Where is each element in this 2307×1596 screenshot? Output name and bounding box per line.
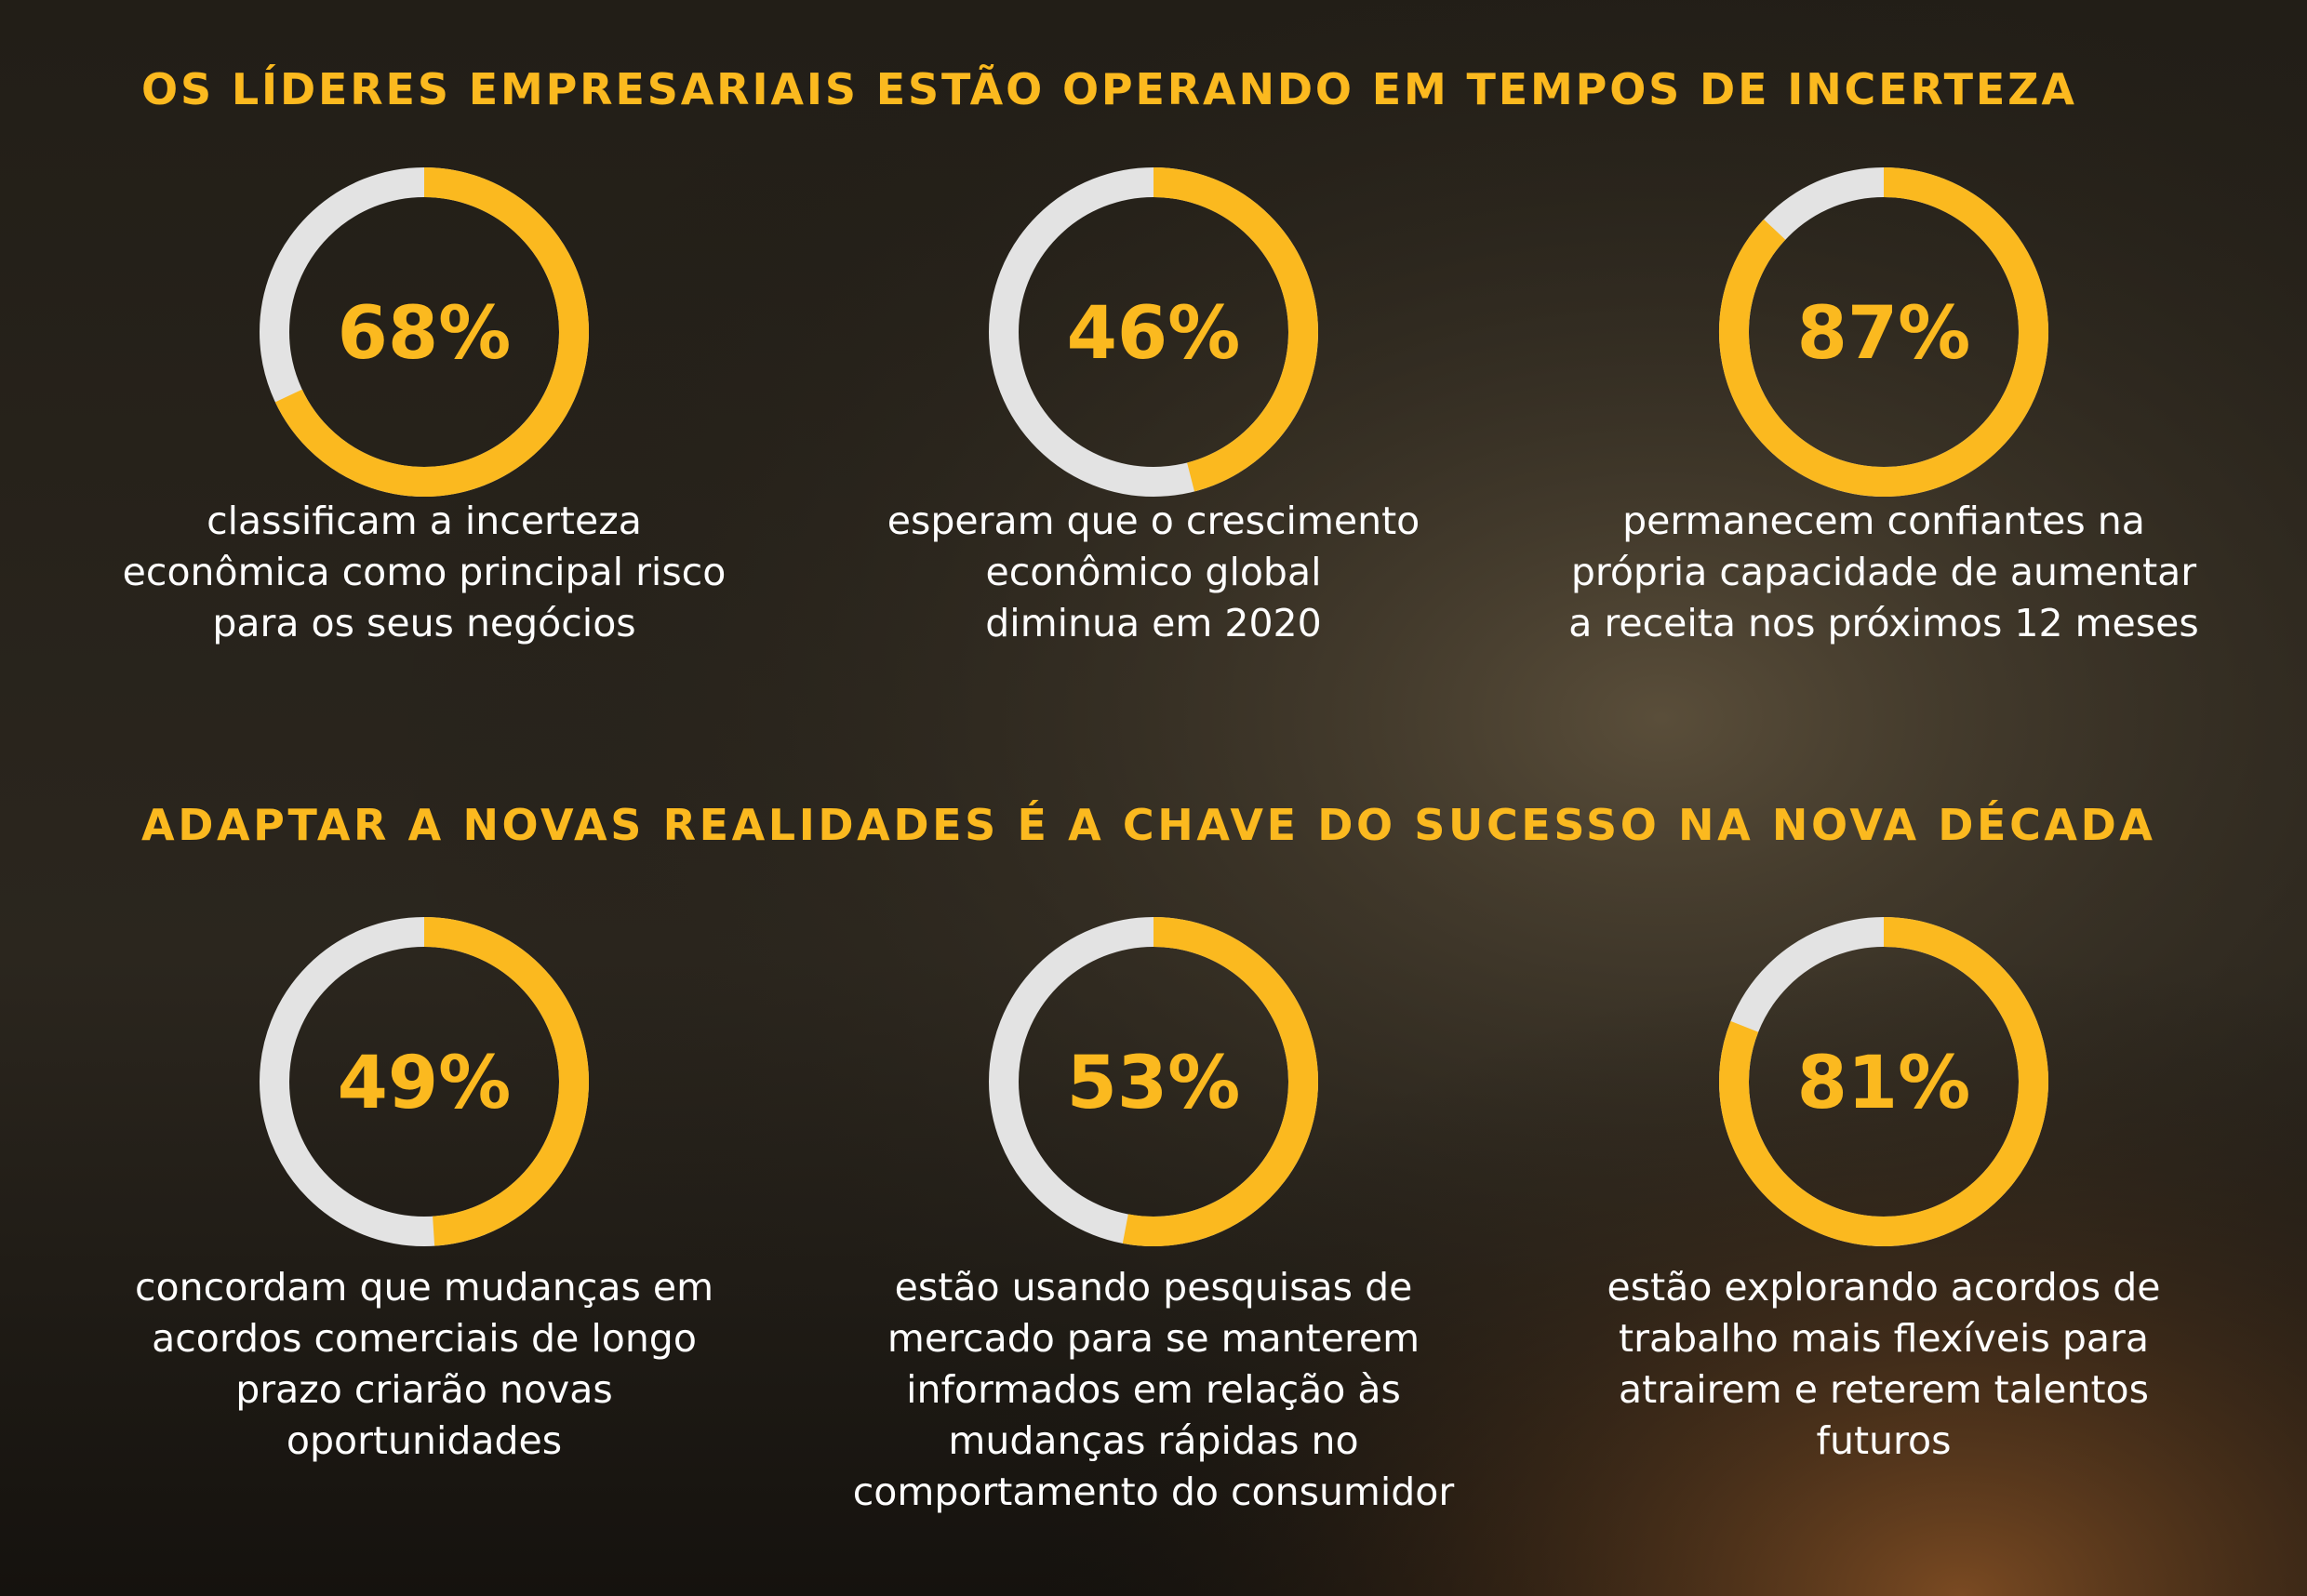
- donut-arc: [1122, 917, 1318, 1246]
- caption: própria capacidade de aumentar: [1571, 550, 2196, 594]
- value-label: 53%: [1067, 1042, 1241, 1125]
- caption: prazo criarão novas: [235, 1367, 612, 1412]
- caption: mudanças rápidas no: [948, 1418, 1358, 1463]
- caption: trabalho mais flexíveis para: [1619, 1316, 2149, 1361]
- value-label: 46%: [1067, 292, 1241, 376]
- value-label: 87%: [1797, 292, 1971, 376]
- caption: atrairem e reterem talentos: [1619, 1367, 2149, 1412]
- section-heading: OS LÍDERES EMPRESARIAIS ESTÃO OPERANDO E…: [141, 63, 2074, 114]
- caption: para os seus negócios: [212, 601, 635, 645]
- caption: oportunidades: [287, 1418, 562, 1463]
- caption: mercado para se manterem: [887, 1316, 1420, 1361]
- caption: classificam a incerteza: [207, 499, 642, 543]
- value-label: 68%: [338, 292, 512, 376]
- caption: econômico global: [986, 550, 1322, 594]
- donut-arc: [274, 167, 589, 497]
- caption: a receita nos próximos 12 meses: [1568, 601, 2198, 645]
- caption: futuros: [1817, 1418, 1952, 1463]
- donut-arc: [1719, 167, 2048, 497]
- caption: estão usando pesquisas de: [895, 1265, 1413, 1310]
- value-label: 81%: [1797, 1042, 1971, 1125]
- caption: informados em relação às: [906, 1367, 1401, 1412]
- section-heading: ADAPTAR A NOVAS REALIDADES É A CHAVE DO …: [141, 800, 2153, 850]
- caption: diminua em 2020: [985, 601, 1321, 645]
- caption: econômica como principal risco: [123, 550, 727, 594]
- caption: permanecem confiantes na: [1622, 499, 2145, 543]
- caption: esperam que o crescimento: [887, 499, 1420, 543]
- donut-arc: [1153, 167, 1318, 492]
- caption: concordam que mudanças em: [135, 1265, 713, 1310]
- donut-arc: [423, 917, 589, 1246]
- caption: estão explorando acordos de: [1607, 1265, 2161, 1310]
- value-label: 49%: [338, 1042, 512, 1125]
- caption: acordos comerciais de longo: [152, 1316, 697, 1361]
- donut-arc: [1719, 917, 2048, 1246]
- caption: comportamento do consumidor: [853, 1470, 1455, 1514]
